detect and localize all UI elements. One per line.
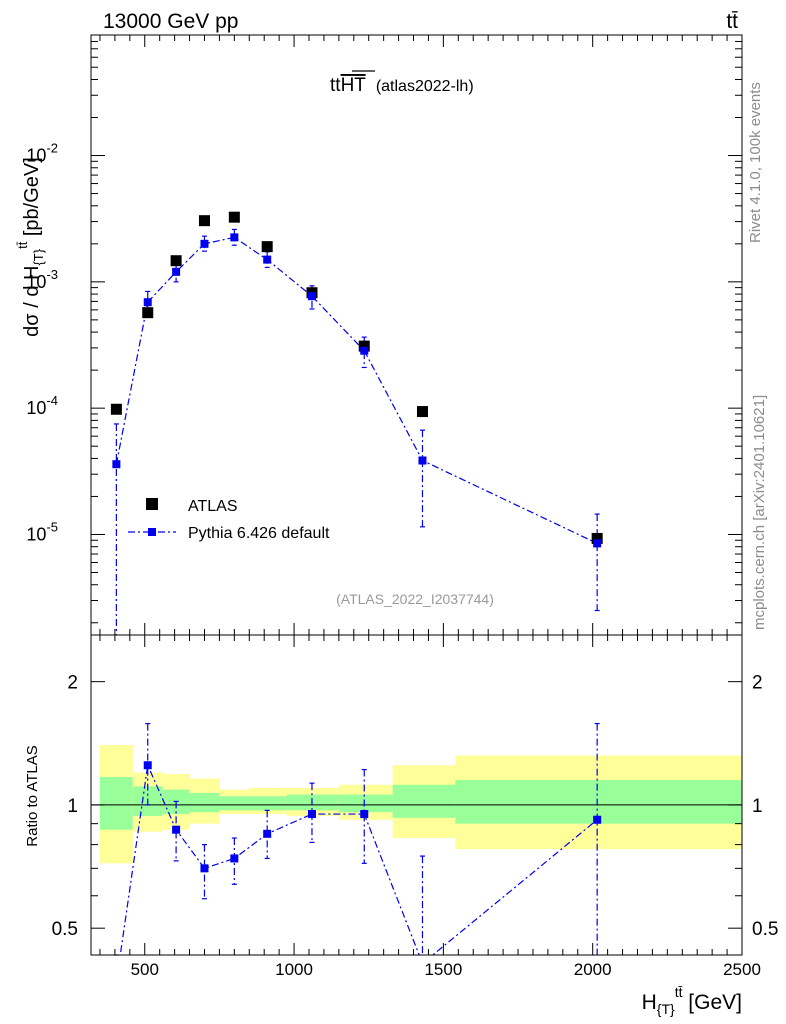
ratio-band-inner [392,784,456,818]
plot-title: ttHT (atlas2022-lh) [330,75,474,96]
ratio-uncertainty-bands [99,745,742,864]
data-point [142,307,154,319]
mc-point [263,255,272,264]
data-point [228,211,240,223]
y-axis-label: dσ / d H{T}tt̄ [pb/GeV] [15,157,46,337]
ratio-point [230,854,239,863]
ratio-point [593,815,602,824]
data-point [591,532,603,544]
mc-point [418,456,427,465]
energy-label: 13000 GeV pp [103,10,238,33]
y-tick-exponent: -4 [46,393,58,408]
ratio-y-tick-label-right: 1 [752,796,763,817]
ratio-y-tick-label-right: 0.5 [752,919,778,940]
mc-point [593,539,602,548]
y-tick-exponent: -3 [46,267,58,282]
legend-data-label: ATLAS [188,498,238,515]
ratio-band-inner [219,796,250,811]
data-point [170,255,182,267]
ratio-point [360,810,369,819]
x-tick-label: 500 [131,960,159,979]
analysis-id: (ATLAS_2022_I2037744) [336,591,494,607]
x-tick-label: 1000 [275,960,313,979]
mc-point [200,239,209,248]
ratio-band-inner [338,794,393,813]
rivet-version-text: Rivet 4.1.0, 100k events [747,82,764,243]
data-point [261,241,273,253]
ratio-y-axis-label: Ratio to ATLAS [24,745,41,846]
ratio-point [143,761,152,770]
y-tick-label: 10-4 [26,393,58,418]
mc-series [115,236,598,955]
axis-ticks [91,34,743,955]
y-tick-label: 10-5 [26,519,58,544]
mc-point [307,292,316,301]
x-tick-label: 1500 [424,960,462,979]
x-axis-label: H{T}tt̄ [GeV] [642,984,742,1017]
legend-mc-label: Pythia 6.426 default [188,525,330,542]
x-tick-label: 2000 [574,960,612,979]
data-point [358,340,370,352]
mc-point [112,460,121,469]
y-tick-label: 10-3 [26,267,58,292]
ratio-point [307,810,316,819]
ratio-y-tick-label-left: 2 [67,673,78,694]
ratio-panel-frame [90,634,743,956]
data-point [416,406,428,418]
ratio-point [172,825,181,834]
ratio-point [263,829,272,838]
ratio-y-tick-label-left: 1 [67,796,78,817]
y-tick-exponent: -5 [46,519,58,534]
ratio-band-inner [249,796,287,811]
legend-mc-marker [148,528,156,536]
ratio-band-inner [99,776,133,830]
ratio-y-tick-label-left: 0.5 [52,919,78,940]
mc-point [360,346,369,355]
mc-point [230,233,239,242]
process-label: tt̄ [726,10,738,33]
markers [110,211,603,956]
x-tick-label: 2500 [723,960,761,979]
mc-point [143,298,152,307]
data-point [198,215,210,227]
ratio-band-inner [286,794,339,811]
ratio-point [200,864,209,873]
data-point [110,403,122,415]
y-tick-exponent: -2 [46,141,58,156]
mc-ratio-line [119,763,598,955]
mc-line [115,236,598,544]
ratio-band-inner [189,792,220,813]
mcplots-reference-text: mcplots.cern.ch [arXiv:2401.10621] [751,395,768,630]
mc-point [172,267,181,276]
legend-data-marker [146,498,158,510]
main-panel-frame [90,34,743,636]
ratio-y-tick-label-right: 2 [752,673,763,694]
